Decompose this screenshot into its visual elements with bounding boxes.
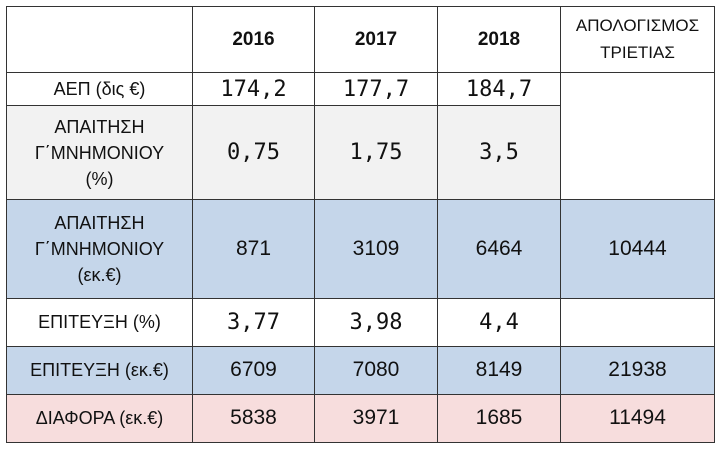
- label-line: ΑΠΑΙΤΗΣΗ: [54, 212, 145, 233]
- summary-header: ΑΠΟΛΟΓΙΣΜΟΣ ΤΡΙΕΤΙΑΣ: [560, 5, 715, 74]
- achievement-percent-2016: 3,77: [192, 297, 315, 347]
- achievement-percent-2018: 4,4: [437, 297, 561, 347]
- table-row-achievement-amount: ΕΠΙΤΕΥΞΗ (εκ.€) 6709 7080 8149 21938: [6, 345, 715, 395]
- table-row-difference: ΔΙΑΦΟΡΑ (εκ.€) 5838 3971 1685 11494: [6, 393, 715, 444]
- data-table-container: 2016 2017 2018 ΑΠΟΛΟΓΙΣΜΟΣ ΤΡΙΕΤΙΑΣ ΑΕΠ …: [6, 5, 715, 444]
- difference-2018: 1685: [437, 393, 561, 444]
- summary-empty-achievement: [560, 297, 715, 347]
- budget-table: 2016 2017 2018 ΑΠΟΛΟΓΙΣΜΟΣ ΤΡΙΕΤΙΑΣ ΑΕΠ …: [6, 5, 715, 444]
- gdp-2016: 174,2: [192, 72, 315, 107]
- achievement-percent-2017: 3,98: [314, 297, 438, 347]
- label-line: (%): [85, 168, 114, 189]
- summary-header-line1: ΑΠΟΛΟΓΙΣΜΟΣ: [575, 16, 700, 36]
- label-line: ΑΠΑΙΤΗΣΗ: [54, 116, 145, 137]
- difference-summary: 11494: [560, 393, 715, 444]
- requirement-amount-2018: 6464: [437, 199, 561, 299]
- achievement-amount-2017: 7080: [314, 345, 438, 395]
- year-2018-header: 2018: [437, 5, 561, 74]
- gdp-2018: 184,7: [437, 72, 561, 107]
- year-2016-header: 2016: [192, 5, 315, 74]
- difference-2016: 5838: [192, 393, 315, 444]
- gdp-2017: 177,7: [314, 72, 438, 107]
- requirement-percent-2017: 1,75: [314, 105, 438, 201]
- summary-empty-top: [560, 72, 715, 201]
- summary-header-line2: ΤΡΙΕΤΙΑΣ: [600, 42, 675, 62]
- corner-cell: [6, 5, 193, 74]
- difference-2017: 3971: [314, 393, 438, 444]
- achievement-amount-summary: 21938: [560, 345, 715, 395]
- table-row-gdp: ΑΕΠ (δις €) 174,2 177,7 184,7: [6, 72, 715, 201]
- achievement-amount-2016: 6709: [192, 345, 315, 395]
- row-label-achievement-amount: ΕΠΙΤΕΥΞΗ (εκ.€): [6, 345, 193, 395]
- row-label-requirement-percent: ΑΠΑΙΤΗΣΗ Γ΄ΜΝΗΜΟΝΙΟΥ (%): [6, 105, 193, 201]
- requirement-percent-2018: 3,5: [437, 105, 561, 201]
- label-line: Γ΄ΜΝΗΜΟΝΙΟΥ: [34, 142, 165, 163]
- row-label-requirement-amount: ΑΠΑΙΤΗΣΗ Γ΄ΜΝΗΜΟΝΙΟΥ (εκ.€): [6, 199, 193, 299]
- table-row-requirement-amount: ΑΠΑΙΤΗΣΗ Γ΄ΜΝΗΜΟΝΙΟΥ (εκ.€) 871 3109 646…: [6, 199, 715, 299]
- row-label-difference: ΔΙΑΦΟΡΑ (εκ.€): [6, 393, 193, 444]
- table-row-requirement-percent: ΑΠΑΙΤΗΣΗ Γ΄ΜΝΗΜΟΝΙΟΥ (%) 0,75 1,75 3,5: [6, 105, 715, 201]
- header-row: 2016 2017 2018 ΑΠΟΛΟΓΙΣΜΟΣ ΤΡΙΕΤΙΑΣ: [6, 5, 715, 74]
- requirement-amount-summary: 10444: [560, 199, 715, 299]
- year-2017-header: 2017: [314, 5, 438, 74]
- table-row-achievement-percent: ΕΠΙΤΕΥΞΗ (%) 3,77 3,98 4,4: [6, 297, 715, 347]
- achievement-amount-2018: 8149: [437, 345, 561, 395]
- label-line: Γ΄ΜΝΗΜΟΝΙΟΥ: [34, 238, 165, 259]
- requirement-amount-2017: 3109: [314, 199, 438, 299]
- label-line: (εκ.€): [77, 265, 122, 286]
- requirement-amount-2016: 871: [192, 199, 315, 299]
- row-label-gdp: ΑΕΠ (δις €): [6, 72, 193, 107]
- row-label-achievement-percent: ΕΠΙΤΕΥΞΗ (%): [6, 297, 193, 347]
- requirement-percent-2016: 0,75: [192, 105, 315, 201]
